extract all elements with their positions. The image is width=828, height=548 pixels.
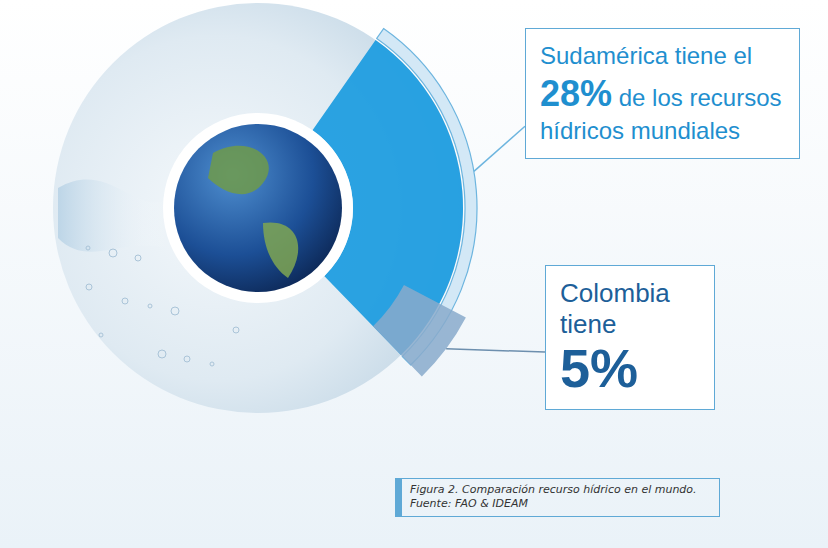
bubble (135, 255, 141, 261)
bubble (233, 327, 239, 333)
globe (174, 124, 342, 292)
bubble (86, 284, 92, 290)
bubble (86, 246, 90, 250)
connector (474, 126, 525, 171)
annotation-box: Sudamérica tiene el 28% de los recursos … (525, 28, 800, 159)
caption: Figura 2. Comparación recurso hídrico en… (395, 478, 720, 517)
globe-land (263, 222, 298, 278)
annotation-text: Colombia tiene (560, 278, 670, 339)
annotation-box: Colombia tiene5% (545, 265, 715, 410)
bubble (210, 362, 214, 366)
bubble (109, 249, 117, 257)
bubble (99, 333, 103, 337)
connector (446, 349, 545, 352)
annotation-text: Sudamérica tiene el (540, 42, 752, 69)
data-label: 28% (540, 73, 612, 114)
stage: Sudamérica tiene el 28% de los recursos … (0, 0, 828, 548)
water-texture (58, 179, 168, 251)
bubble (171, 307, 179, 315)
bubble (184, 356, 190, 362)
globe-ring (163, 113, 353, 303)
bubble (148, 304, 152, 308)
bubble (122, 298, 128, 304)
bubble (158, 350, 166, 358)
background (0, 0, 828, 548)
wedge-colombia (373, 285, 466, 377)
globe-land (208, 146, 269, 194)
data-label: 5% (560, 340, 700, 397)
